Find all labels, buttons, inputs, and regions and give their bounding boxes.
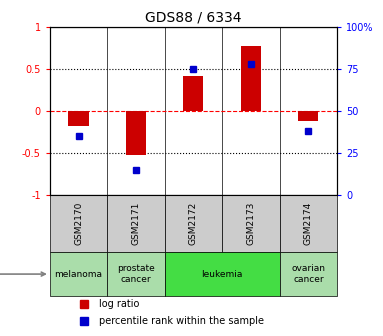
Bar [183, 76, 203, 111]
FancyBboxPatch shape [222, 195, 280, 252]
Title: GDS88 / 6334: GDS88 / 6334 [145, 10, 242, 24]
FancyBboxPatch shape [165, 252, 280, 296]
Text: ovarian
cancer: ovarian cancer [291, 264, 325, 284]
Text: GSM2170: GSM2170 [74, 202, 83, 245]
Text: GSM2171: GSM2171 [131, 202, 141, 245]
Text: GSM2172: GSM2172 [189, 202, 198, 245]
Text: log ratio: log ratio [99, 299, 139, 309]
Text: prostate
cancer: prostate cancer [117, 264, 155, 284]
Text: GSM2173: GSM2173 [246, 202, 255, 245]
FancyBboxPatch shape [50, 252, 107, 296]
Text: disease state: disease state [0, 269, 45, 279]
Text: leukemia: leukemia [201, 269, 243, 279]
FancyBboxPatch shape [280, 252, 337, 296]
Text: percentile rank within the sample: percentile rank within the sample [99, 316, 264, 326]
FancyBboxPatch shape [107, 195, 165, 252]
Bar [126, 111, 146, 155]
Bar [298, 111, 318, 121]
Bar [69, 111, 88, 126]
Text: GSM2174: GSM2174 [304, 202, 313, 245]
FancyBboxPatch shape [107, 252, 165, 296]
Text: melanoma: melanoma [54, 269, 103, 279]
FancyBboxPatch shape [50, 195, 107, 252]
FancyBboxPatch shape [280, 195, 337, 252]
FancyBboxPatch shape [165, 195, 222, 252]
Bar [241, 46, 261, 111]
